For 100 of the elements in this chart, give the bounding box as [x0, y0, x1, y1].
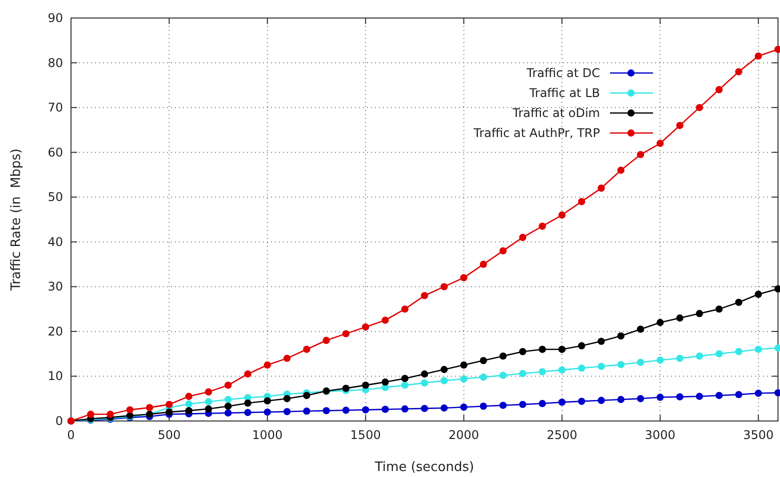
point [264, 408, 271, 416]
point [342, 330, 350, 338]
point [499, 247, 507, 254]
point [204, 405, 212, 413]
point [735, 68, 742, 76]
point [440, 377, 448, 384]
y-tick-label: 90 [48, 11, 63, 25]
y-tick-label: 30 [48, 280, 63, 294]
point [617, 166, 624, 174]
y-tick-label: 60 [48, 145, 63, 160]
y-tick-label: 20 [48, 324, 63, 338]
point [460, 375, 468, 382]
point [382, 378, 389, 386]
point [460, 361, 468, 369]
point [499, 352, 507, 360]
y-axis-title: Traffic Rate (in Mbps) [9, 148, 24, 292]
point [598, 396, 605, 404]
y-tick-label: 70 [48, 100, 63, 115]
point [774, 285, 780, 292]
point [401, 374, 408, 382]
y-tick-label: 80 [48, 56, 63, 70]
point [480, 356, 488, 364]
x-tick-label: 2500 [546, 428, 578, 442]
point [696, 352, 704, 360]
point [676, 393, 684, 400]
point [656, 140, 664, 147]
point [676, 314, 684, 322]
point [264, 397, 271, 404]
point [224, 382, 232, 389]
point [420, 292, 428, 300]
point [362, 406, 370, 414]
point [774, 389, 780, 396]
point [538, 222, 546, 230]
point [656, 394, 664, 401]
y-tick-label: 50 [48, 190, 63, 204]
point [696, 310, 704, 318]
point [538, 368, 546, 376]
point [715, 86, 723, 94]
point [676, 354, 684, 362]
point [636, 358, 644, 366]
point [735, 390, 742, 398]
point [598, 338, 605, 345]
point [244, 399, 252, 407]
point [636, 150, 644, 158]
y-tick-label: 0 [55, 414, 63, 428]
point [598, 184, 605, 192]
point [676, 122, 684, 130]
point [696, 104, 704, 112]
point [617, 360, 624, 368]
legend-label: Traffic at AuthPr, TRP [472, 126, 600, 140]
point [440, 404, 448, 412]
point [558, 366, 566, 374]
point [204, 398, 212, 406]
point [283, 354, 291, 362]
point [558, 398, 566, 406]
point [617, 396, 624, 404]
point [420, 379, 428, 387]
point [204, 388, 212, 396]
point [499, 372, 507, 379]
point [578, 342, 586, 350]
point [460, 404, 468, 411]
point [420, 370, 428, 378]
point [696, 392, 704, 400]
point [578, 364, 586, 372]
point [244, 370, 252, 378]
point [185, 407, 192, 414]
point [460, 274, 468, 282]
legend-label: Traffic at oDim [512, 106, 600, 120]
legend-label: Traffic at LB [528, 86, 600, 100]
point [480, 374, 488, 381]
x-tick-label: 0 [67, 428, 75, 442]
x-tick-label: 1500 [350, 428, 381, 442]
point [715, 392, 723, 400]
point [185, 392, 192, 400]
point [617, 332, 624, 340]
point [519, 234, 526, 242]
point [538, 400, 546, 408]
point [283, 395, 291, 402]
point [480, 402, 488, 410]
legend-label: Traffic at DC [526, 66, 600, 80]
point [578, 398, 586, 405]
point [558, 211, 566, 219]
x-tick-label: 1000 [252, 428, 283, 442]
point [244, 408, 252, 416]
point [303, 346, 310, 353]
point [440, 366, 448, 374]
point [656, 356, 664, 364]
point [715, 350, 723, 358]
point [382, 406, 389, 413]
x-tick-label: 500 [158, 428, 181, 442]
point [401, 305, 408, 313]
point [382, 316, 389, 324]
point [558, 346, 566, 353]
point [754, 52, 762, 60]
point [401, 382, 408, 389]
point [735, 348, 742, 356]
point [774, 344, 780, 352]
point [754, 290, 762, 298]
x-tick-label: 2000 [448, 428, 480, 442]
point [538, 346, 546, 353]
